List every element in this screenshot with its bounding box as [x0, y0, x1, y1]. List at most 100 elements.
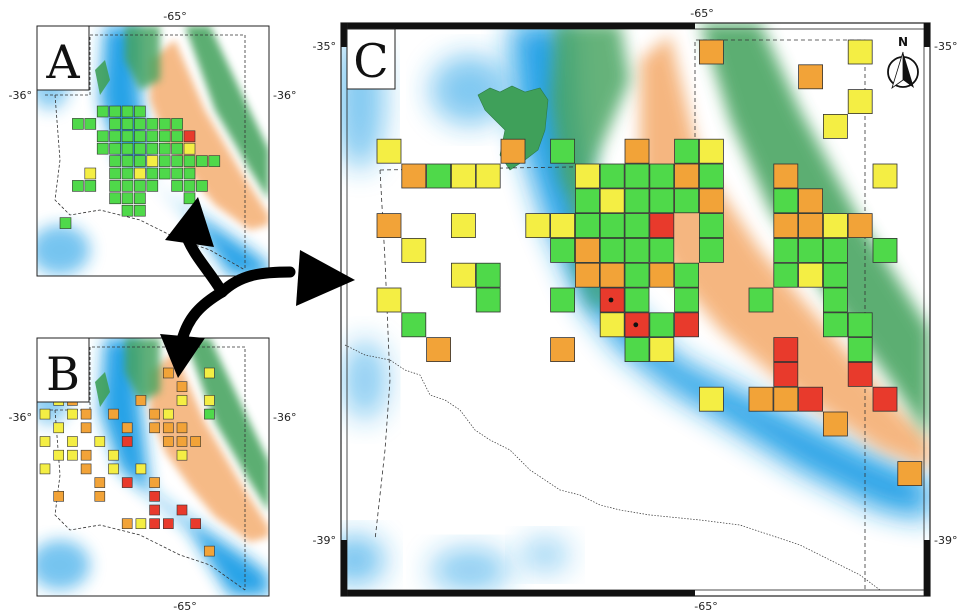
grid-cell-green — [121, 155, 134, 167]
tick-bottom-c: -65° — [694, 600, 717, 613]
station-dot — [608, 297, 614, 303]
grid-cell-orange — [149, 422, 160, 434]
grid-cell-green — [146, 130, 159, 143]
grid-cell-green — [575, 213, 600, 239]
grid-cell-green — [599, 237, 625, 263]
grid-cell-orange — [773, 213, 799, 239]
grid-cell-green — [624, 163, 650, 189]
grid-cell-green — [96, 105, 109, 118]
north-arrow-icon: N — [887, 35, 919, 90]
grid-cell-green — [183, 155, 196, 167]
grid-cell-orange — [80, 449, 92, 461]
grid-cell-red — [183, 130, 196, 143]
grid-cell-green — [171, 118, 183, 130]
grid-cell-green — [823, 287, 848, 313]
grid-cell-green — [158, 130, 171, 143]
grid-cell-red — [121, 477, 133, 488]
grid-cell-green — [475, 262, 501, 288]
grid-cell-green — [624, 287, 650, 313]
grid-cell-orange — [500, 138, 526, 164]
grid-cell-orange — [80, 408, 92, 420]
grid-cell-green — [624, 337, 650, 363]
grid-cell-green — [158, 142, 171, 155]
grid-cell-yellow — [176, 449, 188, 461]
grid-cell-green — [773, 237, 799, 263]
grid-cell-green — [575, 188, 600, 214]
grid-cell-yellow — [135, 518, 147, 530]
grid-cell-green — [847, 312, 873, 338]
panel-label-a: A — [45, 35, 80, 89]
grid-cell-green — [109, 142, 121, 155]
grid-cell-red — [190, 518, 201, 530]
grid-cell-orange — [798, 64, 823, 90]
grid-cell-orange — [674, 163, 699, 189]
grid-cell-orange — [80, 422, 92, 434]
grid-cell-green — [183, 180, 196, 192]
grid-cell-green — [171, 167, 183, 180]
grid-cell-green — [109, 155, 121, 167]
grid-cell-orange — [649, 262, 675, 288]
grid-cell-green — [121, 204, 134, 217]
grid-cell-green — [121, 105, 134, 118]
grid-cell-green — [649, 163, 675, 189]
grid-cell-green — [109, 192, 121, 205]
grid-cell-yellow — [450, 163, 476, 189]
grid-cell-green — [550, 138, 575, 164]
grid-cell-yellow — [39, 463, 51, 475]
grid-cell-green — [121, 118, 134, 130]
grid-cell-yellow — [163, 408, 174, 420]
grid-cell-green — [146, 180, 159, 192]
grid-cell-orange — [163, 367, 174, 379]
grid-cell-green — [146, 142, 159, 155]
grid-cell-orange — [149, 477, 160, 488]
grid-cell-yellow — [599, 312, 625, 338]
grid-cell-green — [196, 155, 208, 167]
grid-cell-yellow — [39, 436, 51, 447]
grid-cell-yellow — [176, 395, 188, 406]
grid-cell-red — [872, 386, 898, 412]
grid-cell-green — [134, 118, 146, 130]
grid-cell-yellow — [53, 449, 65, 461]
grid-cell-orange — [699, 39, 724, 65]
frame-bar — [341, 23, 347, 47]
grid-cell-orange — [699, 188, 724, 214]
grid-cell-orange — [823, 411, 848, 437]
grid-cell-green — [624, 262, 650, 288]
grid-cell-yellow — [146, 155, 159, 167]
grid-cell-yellow — [798, 262, 823, 288]
grid-cell-green — [674, 188, 699, 214]
grid-cell-yellow — [599, 188, 625, 214]
grid-cell-green — [674, 262, 699, 288]
grid-cell-green — [109, 167, 121, 180]
tick-left-b: -36° — [9, 411, 32, 424]
grid-cell-green — [171, 155, 183, 167]
grid-cell-orange — [176, 381, 188, 393]
grid-cell-green — [649, 188, 675, 214]
grid-cell-yellow — [450, 262, 476, 288]
map-panel-c: C -65° -65° -35° -39° -35° -39° N — [313, 7, 957, 613]
grid-cell-red — [121, 436, 133, 447]
grid-cell-yellow — [204, 367, 215, 379]
grid-cell-green — [134, 192, 146, 205]
grid-cell-green — [146, 167, 159, 180]
grid-cell-yellow — [525, 213, 551, 239]
grid-cell-orange — [575, 262, 600, 288]
grid-cell-yellow — [204, 395, 215, 406]
grid-cell-orange — [135, 395, 147, 406]
grid-cell-green — [550, 237, 575, 263]
grid-cell-green — [823, 237, 848, 263]
grid-cell-orange — [575, 237, 600, 263]
grid-cell-red — [674, 312, 699, 338]
grid-cell-yellow — [67, 436, 78, 447]
grid-cell-red — [149, 518, 160, 530]
grid-cell-yellow — [823, 114, 848, 139]
grid-cell-green — [847, 337, 873, 363]
grid-cell-red — [847, 361, 873, 387]
panel-label-c: C — [353, 34, 388, 88]
grid-cells-b — [39, 367, 215, 557]
grid-cell-yellow — [108, 463, 119, 475]
grid-cell-green — [134, 142, 146, 155]
double-arrow-icon — [160, 197, 355, 378]
grid-cell-yellow — [823, 213, 848, 239]
grid-cell-green — [699, 237, 724, 263]
